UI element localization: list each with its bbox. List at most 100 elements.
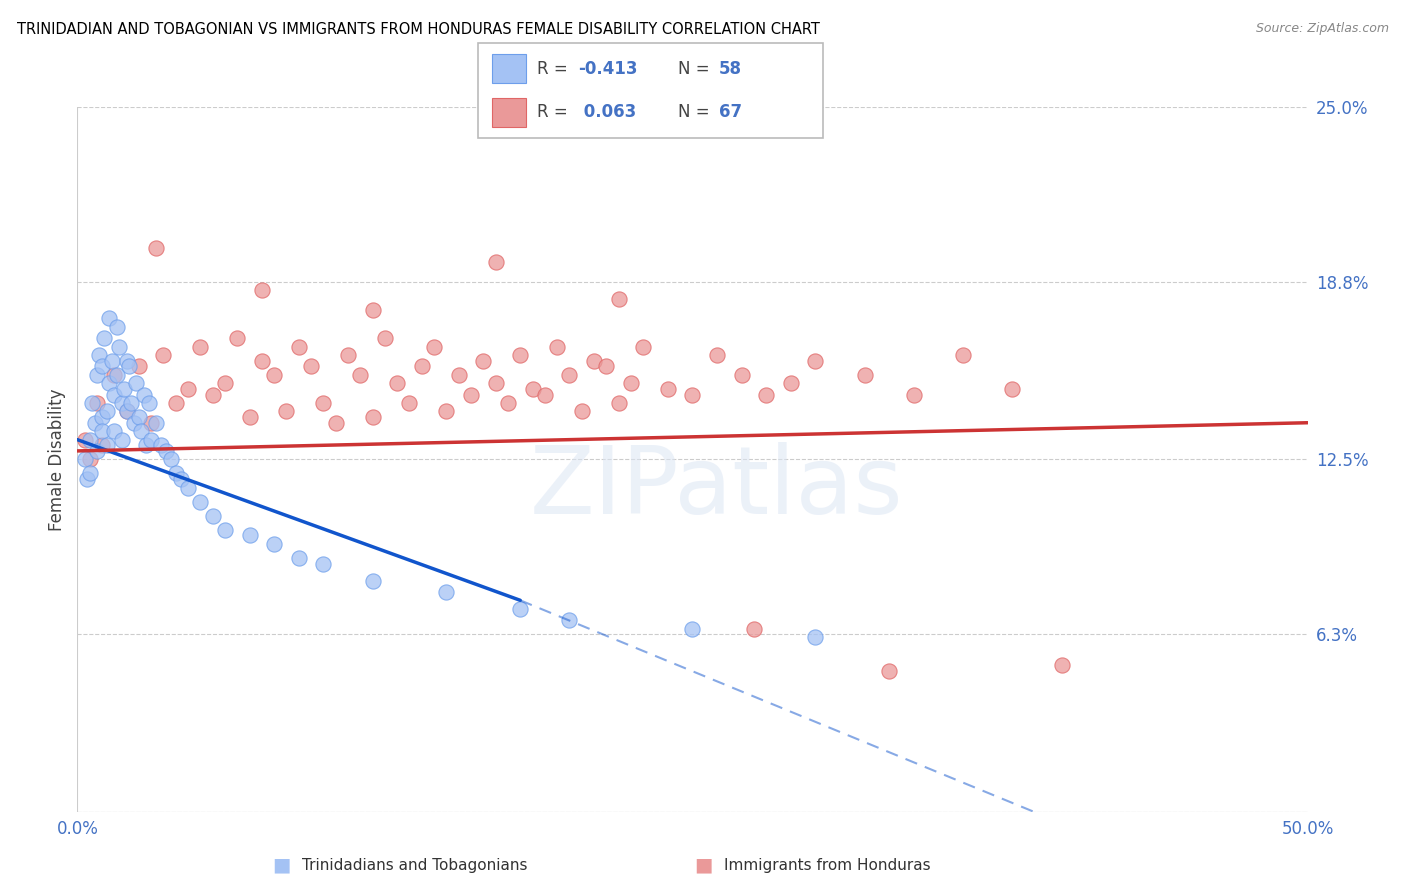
Bar xyxy=(492,54,526,83)
Point xyxy=(86,444,108,458)
Point xyxy=(112,382,135,396)
Point xyxy=(118,359,141,374)
Point xyxy=(138,396,160,410)
Point xyxy=(96,438,118,452)
Point xyxy=(534,387,557,401)
Point xyxy=(165,396,187,410)
Point xyxy=(132,387,155,401)
Point xyxy=(239,410,262,425)
Point xyxy=(103,387,125,401)
Point xyxy=(201,508,224,523)
Point xyxy=(76,472,98,486)
Point xyxy=(250,353,273,368)
Point xyxy=(188,340,212,354)
Point xyxy=(485,376,508,391)
Point xyxy=(607,396,630,410)
Point xyxy=(160,452,183,467)
Text: Source: ZipAtlas.com: Source: ZipAtlas.com xyxy=(1256,22,1389,36)
Point xyxy=(145,416,167,430)
Text: R =: R = xyxy=(537,60,572,78)
Point xyxy=(115,404,138,418)
Point xyxy=(522,382,544,396)
Point xyxy=(903,387,925,401)
Point xyxy=(299,359,322,374)
Text: N =: N = xyxy=(678,60,714,78)
Point xyxy=(141,416,163,430)
Point xyxy=(89,348,111,362)
Point xyxy=(1001,382,1024,396)
Text: N =: N = xyxy=(678,103,714,121)
Point xyxy=(125,376,148,391)
Point xyxy=(115,404,138,418)
Point xyxy=(152,348,174,362)
Point xyxy=(226,331,249,345)
Point xyxy=(90,410,114,425)
Point xyxy=(103,368,125,382)
Point xyxy=(86,368,108,382)
Point xyxy=(952,348,974,362)
Point xyxy=(742,622,765,636)
Point xyxy=(90,359,114,374)
Point xyxy=(135,438,157,452)
Point xyxy=(558,613,581,627)
Point xyxy=(558,368,581,382)
Point xyxy=(1050,658,1073,673)
Point xyxy=(447,368,470,382)
Point xyxy=(79,452,101,467)
Point xyxy=(509,348,531,362)
Point xyxy=(73,452,96,467)
Point xyxy=(804,630,827,644)
Text: ■: ■ xyxy=(271,855,291,875)
Point xyxy=(571,404,593,418)
Point xyxy=(98,311,121,326)
Point xyxy=(496,396,519,410)
Bar xyxy=(492,98,526,127)
Point xyxy=(90,438,114,452)
Point xyxy=(879,664,901,678)
Point xyxy=(83,416,105,430)
Point xyxy=(460,387,482,401)
Point xyxy=(620,376,643,391)
Point xyxy=(188,494,212,508)
Point xyxy=(325,416,347,430)
Point xyxy=(82,396,104,410)
Point xyxy=(177,481,200,495)
Text: ZIPatlas: ZIPatlas xyxy=(530,442,904,533)
Point xyxy=(276,404,298,418)
Point xyxy=(583,353,606,368)
Point xyxy=(108,340,131,354)
Point xyxy=(177,382,200,396)
Point xyxy=(312,557,335,571)
Point xyxy=(79,467,101,481)
Point xyxy=(288,551,311,566)
Point xyxy=(170,472,193,486)
Point xyxy=(90,424,114,438)
Point xyxy=(201,387,224,401)
Text: 67: 67 xyxy=(720,103,742,121)
Text: ■: ■ xyxy=(693,855,713,875)
Point xyxy=(485,255,508,269)
Point xyxy=(472,353,495,368)
Point xyxy=(79,433,101,447)
Point xyxy=(73,433,96,447)
Point xyxy=(657,382,679,396)
Point xyxy=(105,368,128,382)
Point xyxy=(111,396,132,410)
Point xyxy=(411,359,433,374)
Point xyxy=(288,340,311,354)
Point xyxy=(853,368,876,382)
Point xyxy=(93,331,115,345)
Text: 0.063: 0.063 xyxy=(578,103,636,121)
Point xyxy=(337,348,360,362)
Point xyxy=(263,368,285,382)
Y-axis label: Female Disability: Female Disability xyxy=(48,388,66,531)
Point xyxy=(682,622,704,636)
Point xyxy=(546,340,568,354)
Text: R =: R = xyxy=(537,103,572,121)
Text: Immigrants from Honduras: Immigrants from Honduras xyxy=(724,858,931,872)
Point xyxy=(755,387,778,401)
Point xyxy=(103,424,125,438)
Point xyxy=(804,353,827,368)
Point xyxy=(263,537,285,551)
Text: -0.413: -0.413 xyxy=(578,60,637,78)
